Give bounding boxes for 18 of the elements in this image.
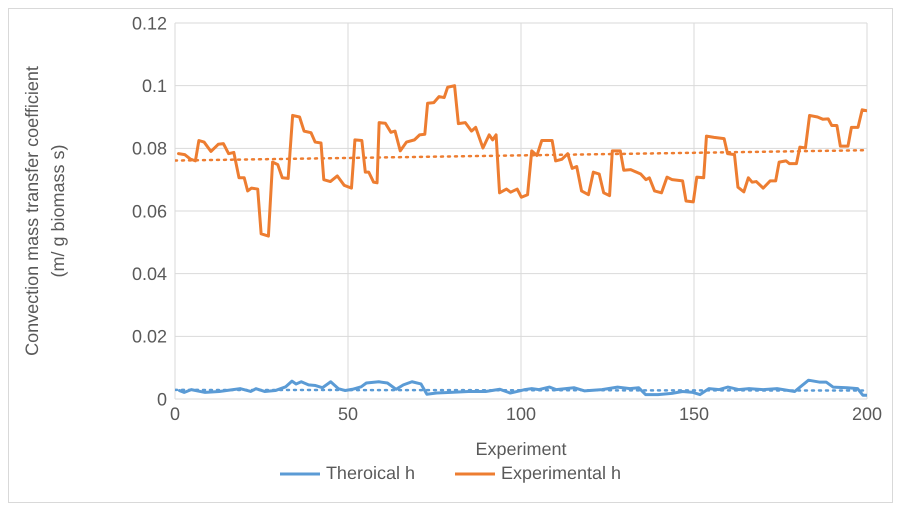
x-tick-label: 150 <box>678 404 710 424</box>
y-tick-label: 0.12 <box>132 13 167 34</box>
y-axis-title: Convection mass transfer coefficient (m/ g biomass s) <box>22 66 68 356</box>
y-tick-label: 0.04 <box>132 264 167 284</box>
line-series <box>176 84 867 238</box>
y-tick-label: 0.1 <box>142 76 167 96</box>
y-tick-label: 0.06 <box>132 201 167 222</box>
legend-label: Experimental h <box>500 463 622 484</box>
x-axis-title: Experiment <box>475 439 567 459</box>
x-tick-label: 0 <box>170 404 180 424</box>
y-tick-label: 0 <box>156 389 167 410</box>
legend-label: Theroical h <box>326 463 415 484</box>
x-tick-label: 50 <box>338 404 358 424</box>
line-series <box>178 378 867 397</box>
x-tick-label: 100 <box>506 404 536 424</box>
x-tick-label: 200 <box>852 404 882 424</box>
y-tick-label: 0.02 <box>132 326 167 347</box>
y-tick-label: 0.08 <box>132 138 167 159</box>
